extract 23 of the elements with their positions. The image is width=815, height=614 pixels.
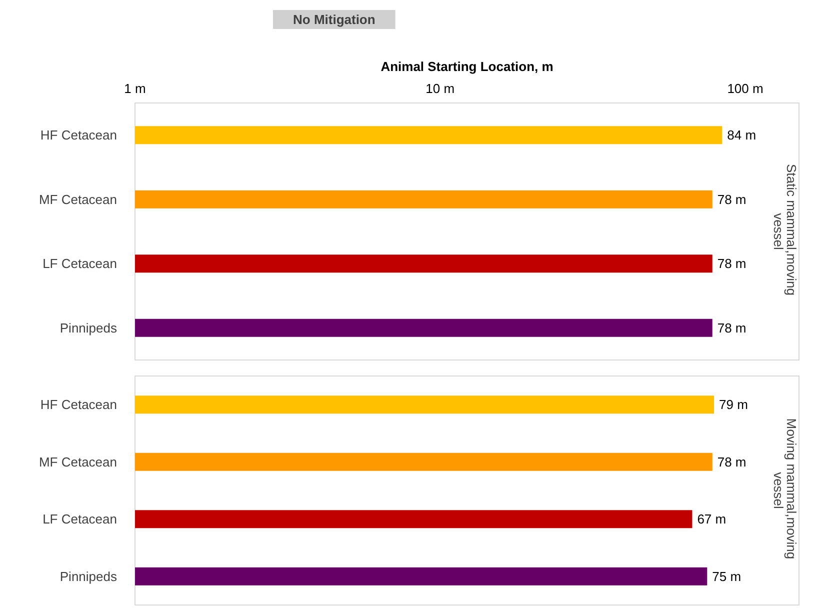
y-tick-label: MF Cetacean: [38, 454, 117, 470]
data-label: 78 m: [717, 256, 746, 272]
data-label: 79 m: [719, 397, 748, 412]
y-tick-label: Pinnipeds: [60, 568, 118, 584]
data-label: 67 m: [697, 512, 726, 527]
data-label: 78 m: [717, 320, 746, 336]
x-tick-label: 100 m: [727, 81, 764, 96]
y-tick-label: LF Cetacean: [42, 512, 117, 527]
y-tick-label: HF Cetacean: [40, 128, 117, 143]
data-label: 75 m: [712, 568, 742, 584]
x-tick-label: 1 m: [124, 81, 146, 96]
x-tick-label: 10 m: [426, 81, 455, 96]
y-axis-title: Static mammal,moving vessel: [771, 164, 799, 300]
x-axis-title: Animal Starting Location, m: [380, 59, 554, 74]
y-axis-title: Moving mammal,moving vessel: [771, 418, 799, 563]
y-tick-label: MF Cetacean: [38, 192, 117, 207]
y-tick-label: LF Cetacean: [42, 256, 117, 272]
y-tick-label: Pinnipeds: [60, 320, 118, 336]
y-tick-label: HF Cetacean: [40, 397, 117, 412]
chart-title: No Mitigation: [293, 12, 376, 27]
data-label: 78 m: [717, 192, 746, 207]
data-label: 78 m: [717, 454, 746, 470]
data-label: 84 m: [727, 128, 756, 143]
